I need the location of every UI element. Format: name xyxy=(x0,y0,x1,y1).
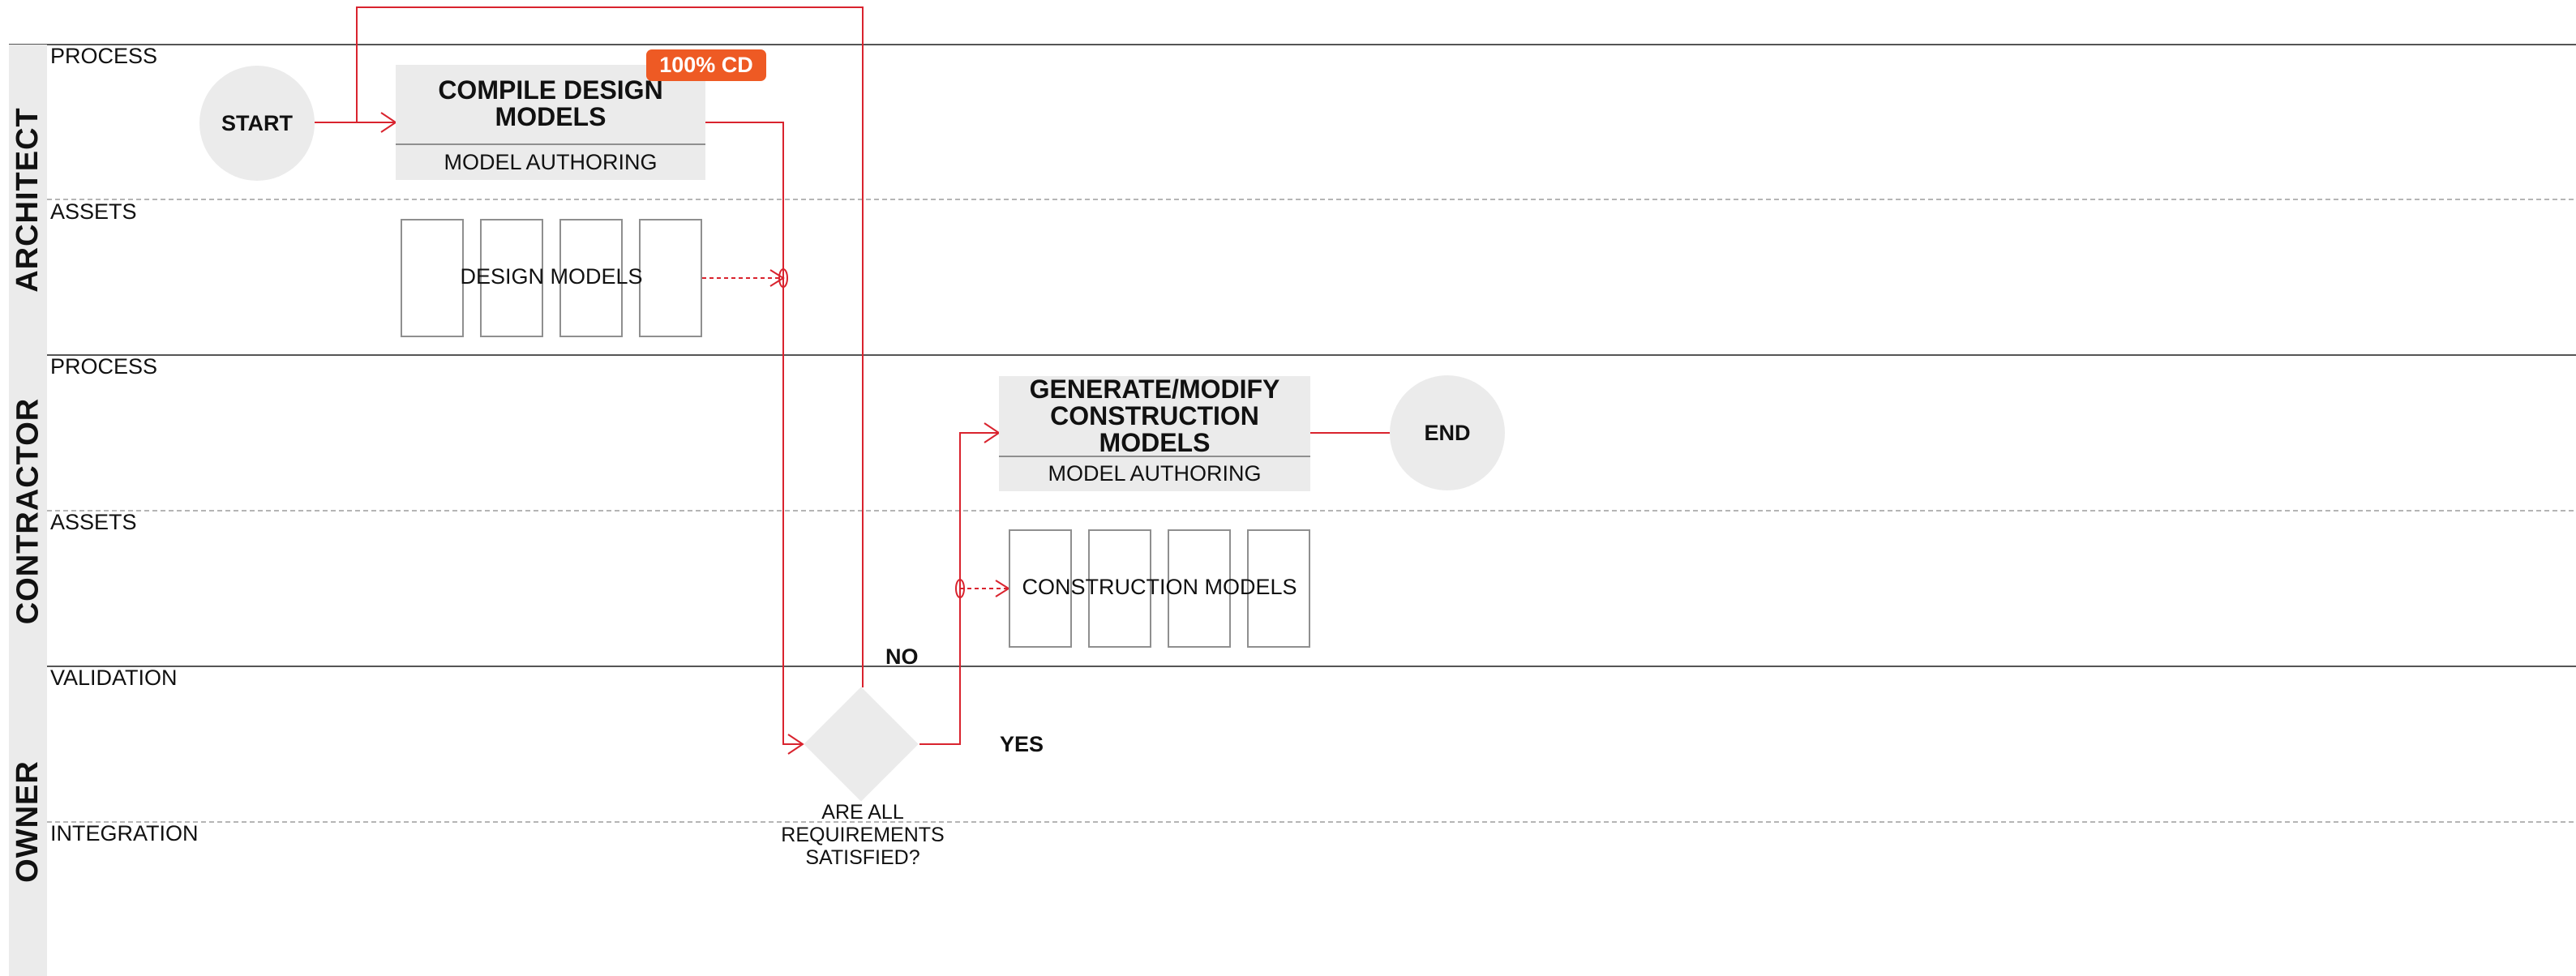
sublane-label-contractor-assets: ASSETS xyxy=(50,510,137,534)
task-generate-divider xyxy=(999,456,1310,457)
lane-label-contractor: CONTRACTOR xyxy=(9,355,47,666)
lane-label-owner-text: OWNER xyxy=(11,760,45,883)
task-compile-subtitle: MODEL AUTHORING xyxy=(444,149,658,174)
design-models-label: DESIGN MODELS xyxy=(460,264,643,289)
task-compile-title: COMPILE DESIGN MODELS xyxy=(438,75,663,131)
sublane-label-owner-validation: VALIDATION xyxy=(50,666,178,690)
sublane-label-architect-process: PROCESS xyxy=(50,44,158,68)
construction-models-label: CONSTRUCTION MODELS xyxy=(1022,575,1297,599)
design-model-doc-3 xyxy=(559,219,623,337)
sublane-label-architect-assets: ASSETS xyxy=(50,199,137,224)
edge-label-yes: YES xyxy=(1000,732,1044,756)
lane-label-owner: OWNER xyxy=(9,666,47,976)
arrowhead-decision xyxy=(787,734,804,755)
task-generate-title: GENERATE/MODIFY CONSTRUCTION MODELS xyxy=(1029,374,1280,457)
construction-model-doc-2 xyxy=(1088,529,1151,648)
lane-label-architect-text: ARCHITECT xyxy=(11,107,45,293)
design-model-doc-2 xyxy=(480,219,543,337)
construction-model-doc-1 xyxy=(1009,529,1072,648)
sublane-label-owner-integration: INTEGRATION xyxy=(50,821,199,845)
decision-label: ARE ALL REQUIREMENTS SATISFIED? xyxy=(781,801,945,869)
association-arrowhead-design xyxy=(769,269,785,287)
start-event: START xyxy=(199,66,315,181)
flow-compile-to-decision xyxy=(705,122,803,745)
milestone-badge: 100% CD xyxy=(646,49,766,81)
task-generate-construction-models: GENERATE/MODIFY CONSTRUCTION MODELS MODE… xyxy=(999,374,1310,491)
construction-model-doc-4 xyxy=(1247,529,1310,648)
flow-no-loop xyxy=(356,6,864,687)
end-event: END xyxy=(1390,375,1505,490)
edge-label-no: NO xyxy=(885,644,919,669)
task-compile-divider xyxy=(396,143,705,145)
lane-strip-architect xyxy=(9,45,47,355)
design-model-doc-4 xyxy=(639,219,702,337)
lane-label-architect: ARCHITECT xyxy=(9,45,47,355)
task-generate-subtitle: MODEL AUTHORING xyxy=(1048,461,1262,486)
design-model-doc-1 xyxy=(401,219,464,337)
construction-model-doc-3 xyxy=(1168,529,1231,648)
association-marker-construction xyxy=(955,579,965,598)
lane-strip-owner xyxy=(9,666,47,976)
lane-label-contractor-text: CONTRACTOR xyxy=(11,397,45,624)
flow-yes-to-generate xyxy=(919,432,999,745)
lane-strip-contractor xyxy=(9,355,47,666)
association-marker-design xyxy=(778,268,788,288)
sublane-label-contractor-process: PROCESS xyxy=(50,354,158,379)
task-compile-design-models: COMPILE DESIGN MODELS MODEL AUTHORING xyxy=(396,65,705,180)
